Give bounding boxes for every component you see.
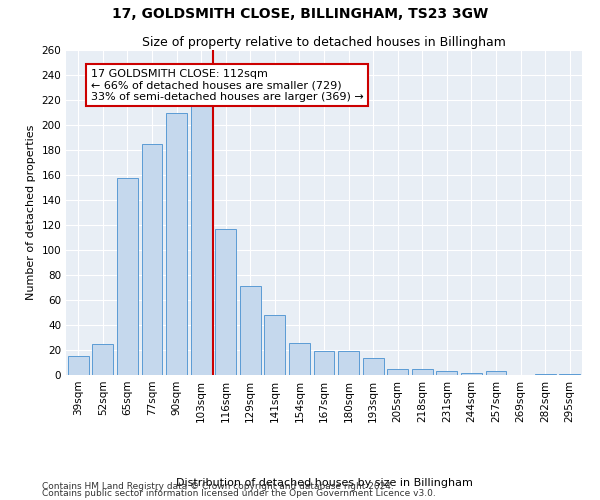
Title: Size of property relative to detached houses in Billingham: Size of property relative to detached ho… bbox=[142, 36, 506, 49]
Bar bbox=[436, 371, 457, 375]
Bar bbox=[68, 356, 89, 375]
Bar bbox=[191, 105, 212, 375]
Bar bbox=[559, 374, 580, 375]
Bar bbox=[215, 229, 236, 375]
Text: Contains HM Land Registry data © Crown copyright and database right 2024.: Contains HM Land Registry data © Crown c… bbox=[42, 482, 394, 491]
Bar bbox=[142, 144, 163, 375]
Text: 17, GOLDSMITH CLOSE, BILLINGHAM, TS23 3GW: 17, GOLDSMITH CLOSE, BILLINGHAM, TS23 3G… bbox=[112, 8, 488, 22]
Bar bbox=[535, 374, 556, 375]
Bar bbox=[92, 344, 113, 375]
Bar bbox=[338, 351, 359, 375]
Bar bbox=[412, 369, 433, 375]
Bar bbox=[166, 112, 187, 375]
Text: 17 GOLDSMITH CLOSE: 112sqm
← 66% of detached houses are smaller (729)
33% of sem: 17 GOLDSMITH CLOSE: 112sqm ← 66% of deta… bbox=[91, 68, 364, 102]
Bar bbox=[362, 358, 383, 375]
X-axis label: Distribution of detached houses by size in Billingham: Distribution of detached houses by size … bbox=[176, 478, 472, 488]
Bar bbox=[461, 372, 482, 375]
Bar bbox=[485, 371, 506, 375]
Bar bbox=[289, 342, 310, 375]
Bar bbox=[387, 369, 408, 375]
Bar bbox=[265, 315, 286, 375]
Bar bbox=[117, 178, 138, 375]
Bar bbox=[314, 351, 334, 375]
Bar bbox=[240, 286, 261, 375]
Text: Contains public sector information licensed under the Open Government Licence v3: Contains public sector information licen… bbox=[42, 489, 436, 498]
Y-axis label: Number of detached properties: Number of detached properties bbox=[26, 125, 36, 300]
